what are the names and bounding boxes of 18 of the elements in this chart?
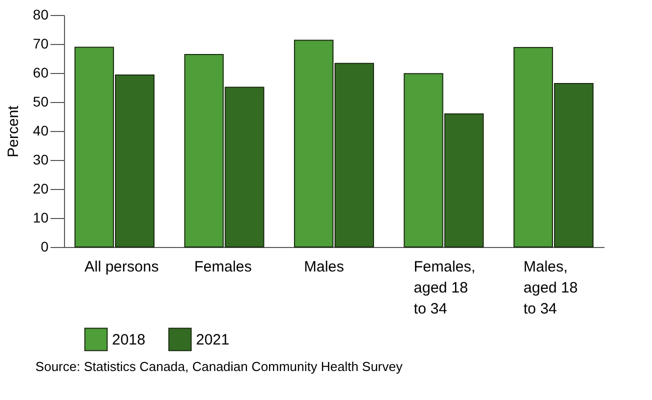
x-tick-label: Males, aged 18 to 34 [524, 258, 578, 318]
y-tick-label: 60 [32, 64, 49, 80]
x-tick-label: Males [304, 258, 344, 276]
x-tick-label: All persons [84, 258, 159, 276]
y-tick-label: 10 [32, 210, 49, 226]
legend-label: 2021 [196, 331, 230, 348]
y-tick-label: 80 [32, 6, 49, 22]
source-note: Source: Statistics Canada, Canadian Community Health Survey [35, 359, 403, 374]
x-tick-label: Females, aged 18 to 34 [414, 258, 476, 318]
x-tick-label: Females [194, 258, 252, 276]
legend-label: 2018 [112, 331, 146, 348]
y-tick-label: 50 [32, 94, 49, 110]
y-tick-label: 20 [32, 180, 49, 196]
y-tick-label: 70 [32, 36, 49, 52]
y-tick-label: 30 [32, 152, 49, 168]
y-tick-label: 0 [40, 238, 49, 254]
y-axis-title: Percent [4, 104, 22, 158]
y-tick-label: 40 [32, 122, 49, 138]
